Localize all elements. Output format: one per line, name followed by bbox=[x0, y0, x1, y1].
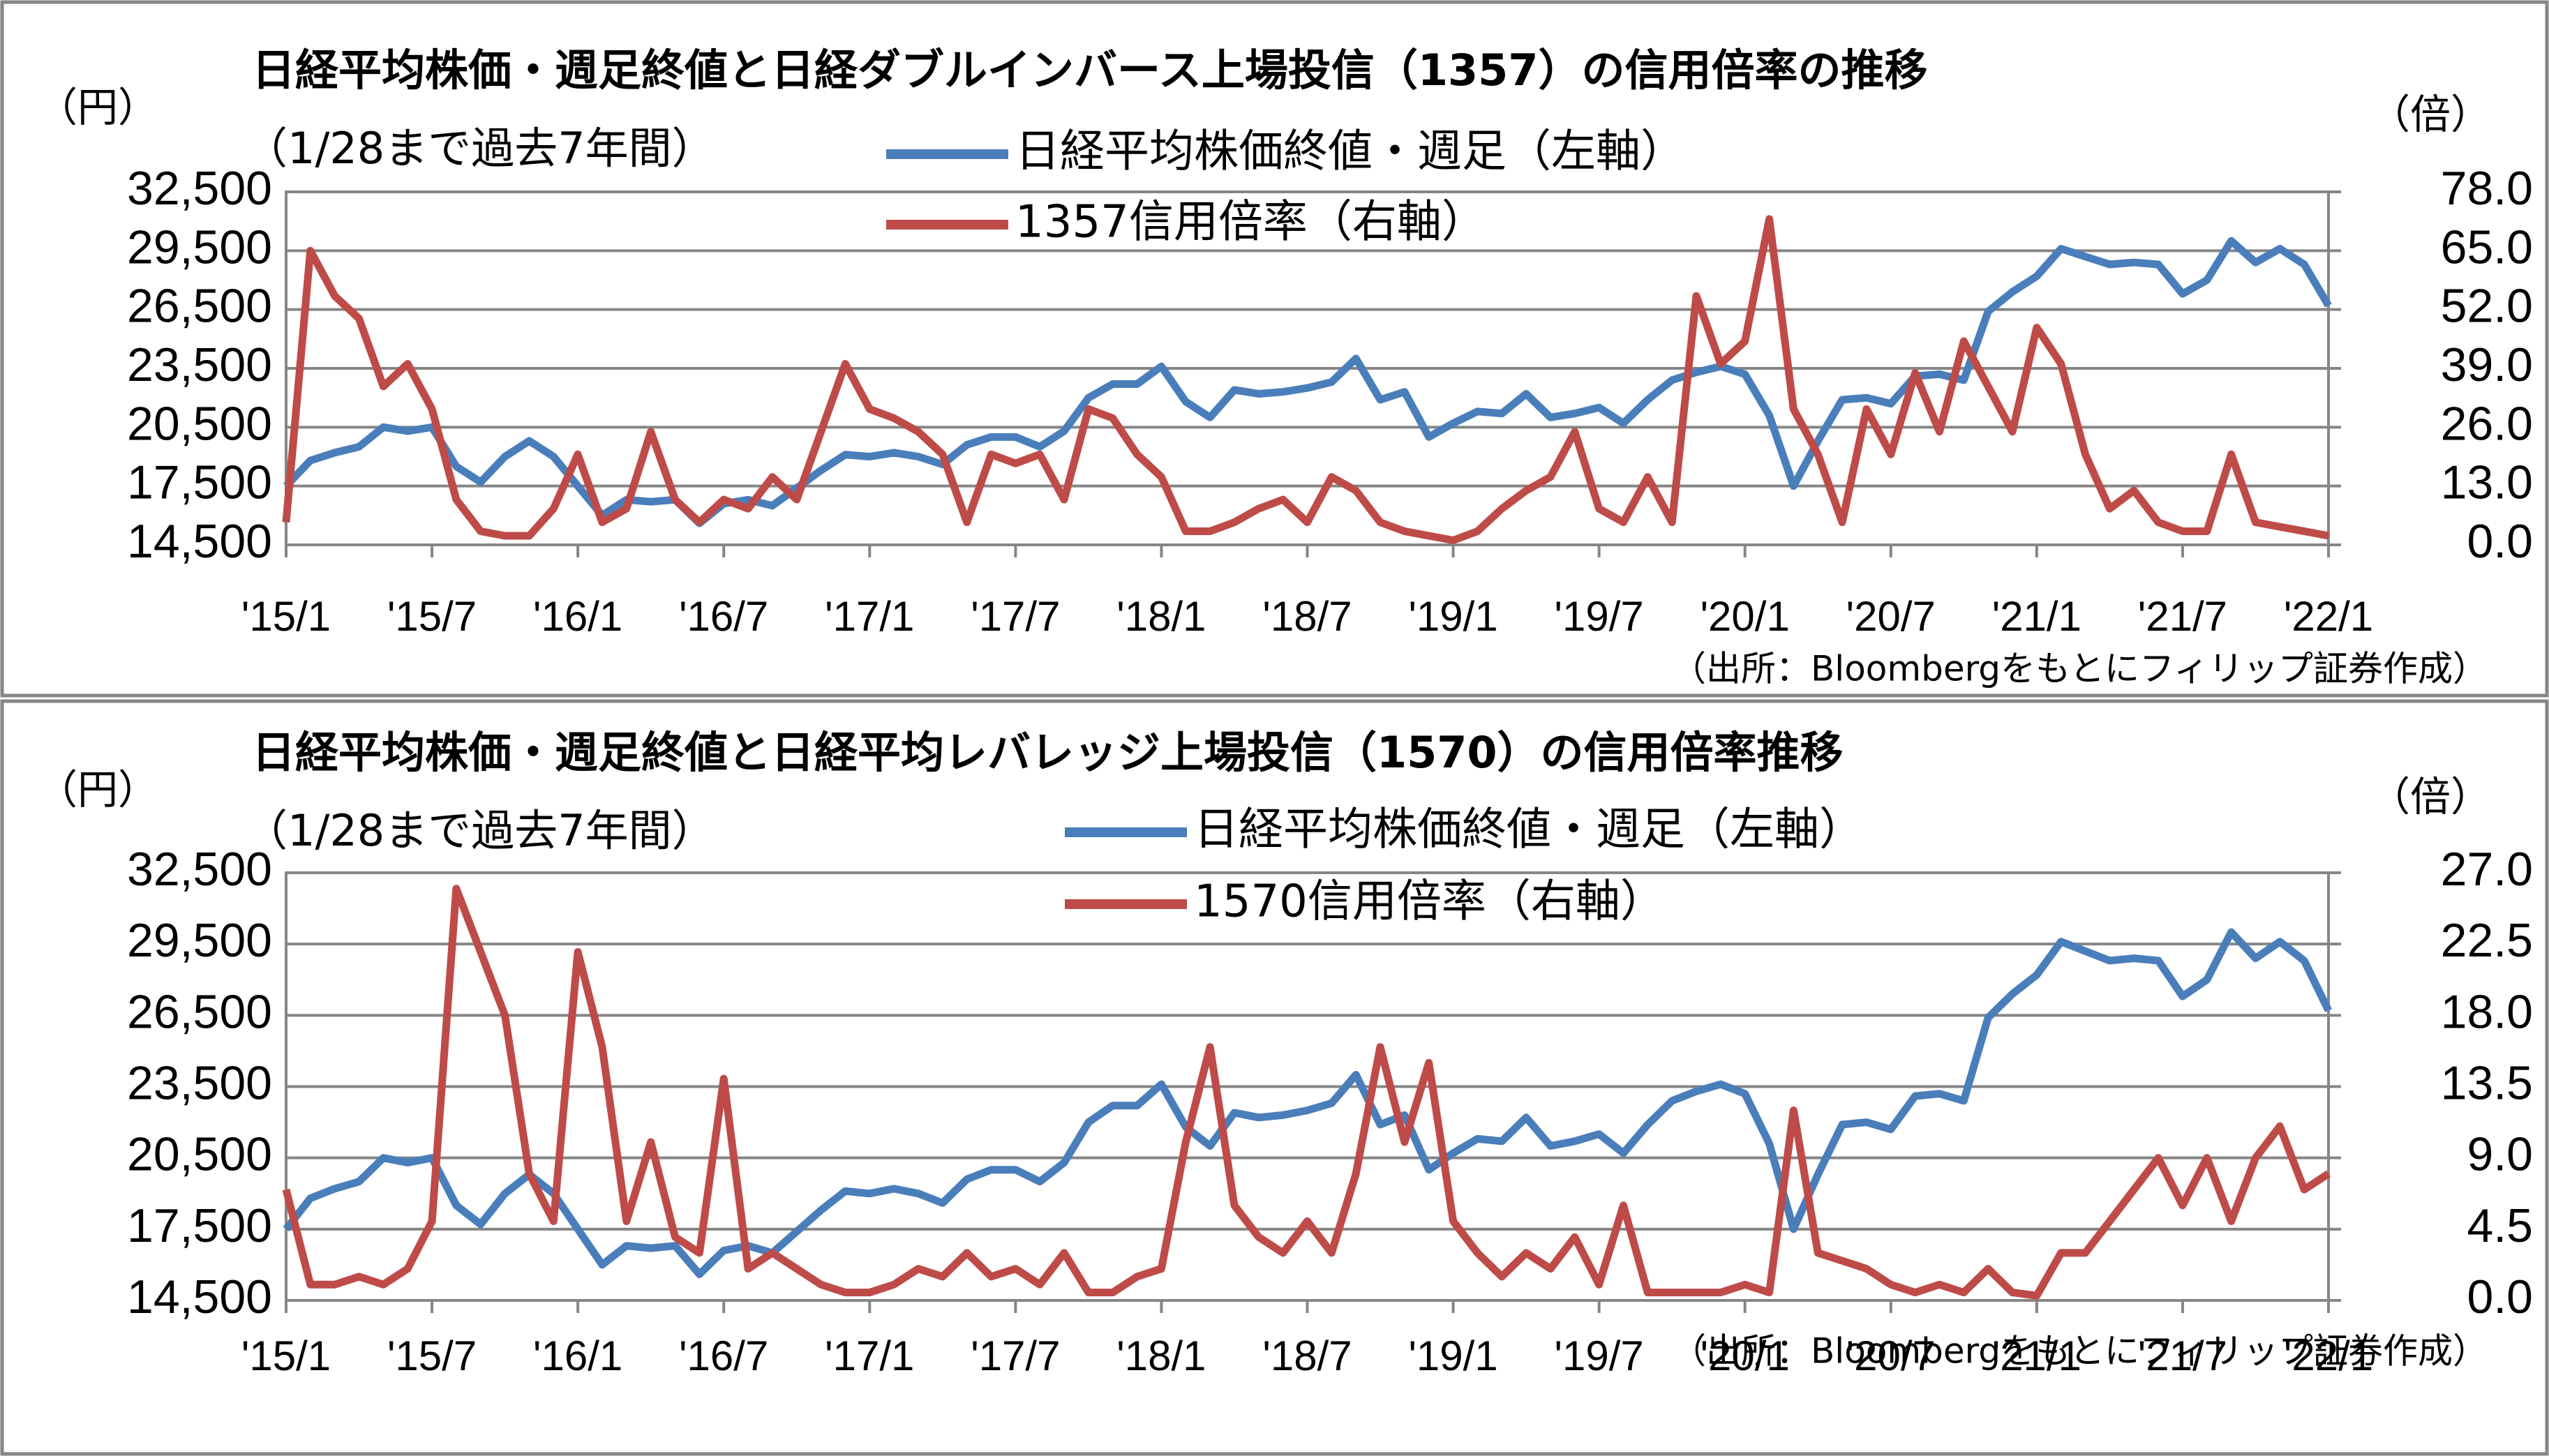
y2-tick-label: 0.0 bbox=[2467, 515, 2533, 568]
y-tick-label: 29,500 bbox=[127, 220, 272, 273]
y2-tick-label: 0.0 bbox=[2467, 1270, 2533, 1323]
y-tick-label: 23,500 bbox=[127, 338, 272, 391]
y-axis-label: （円） bbox=[37, 84, 158, 131]
x-tick-label: '17/1 bbox=[825, 593, 914, 640]
x-tick-label: '20/1 bbox=[1700, 1333, 1790, 1379]
source-note: （出所：Bloombergをもとにフィリップ証券作成） bbox=[1671, 649, 2488, 689]
x-tick-label: '21/1 bbox=[1992, 593, 2081, 640]
x-tick-label: '17/7 bbox=[971, 1333, 1060, 1379]
x-tick-label: '17/1 bbox=[825, 1333, 914, 1379]
x-tick-label: '22/1 bbox=[2284, 1333, 2373, 1379]
x-tick-label: '21/1 bbox=[1992, 1333, 2081, 1379]
y-tick-label: 26,500 bbox=[127, 280, 272, 333]
x-tick-label: '17/7 bbox=[971, 593, 1060, 640]
y-tick-label: 14,500 bbox=[127, 1270, 272, 1323]
x-tick-label: '19/7 bbox=[1555, 1333, 1644, 1379]
source-note: （出所：Bloombergをもとにフィリップ証券作成） bbox=[1671, 1331, 2488, 1372]
y-tick-label: 20,500 bbox=[127, 1128, 272, 1181]
x-tick-label: '18/7 bbox=[1262, 593, 1352, 640]
x-tick-label: '22/1 bbox=[2284, 593, 2373, 640]
y2-tick-label: 27.0 bbox=[2441, 843, 2533, 896]
panel-border bbox=[0, 0, 2549, 698]
legend-label: 1570信用倍率（右軸） bbox=[1194, 876, 1665, 928]
x-tick-label: '15/7 bbox=[387, 1333, 477, 1379]
x-tick-label: '15/1 bbox=[241, 1333, 331, 1379]
x-tick-label: '16/1 bbox=[533, 1333, 622, 1379]
x-tick-label: '16/1 bbox=[533, 593, 622, 640]
y-tick-label: 32,500 bbox=[127, 162, 272, 215]
x-tick-label: '18/1 bbox=[1116, 1333, 1206, 1379]
y2-tick-label: 4.5 bbox=[2467, 1199, 2533, 1252]
x-tick-label: '19/1 bbox=[1408, 1333, 1497, 1379]
y2-tick-label: 52.0 bbox=[2441, 280, 2533, 333]
x-tick-label: '18/1 bbox=[1116, 593, 1206, 640]
x-tick-label: '21/7 bbox=[2138, 593, 2227, 640]
y-tick-label: 20,500 bbox=[127, 397, 272, 450]
y2-tick-label: 26.0 bbox=[2441, 397, 2533, 450]
x-tick-label: '19/1 bbox=[1408, 593, 1497, 640]
y2-axis-label: （倍） bbox=[2370, 773, 2491, 820]
y2-tick-label: 22.5 bbox=[2441, 914, 2533, 967]
x-tick-label: '16/7 bbox=[679, 1333, 768, 1379]
y2-tick-label: 18.0 bbox=[2441, 985, 2533, 1038]
x-tick-label: '20/7 bbox=[1846, 1333, 1936, 1379]
x-tick-label: '15/7 bbox=[387, 593, 477, 640]
y2-tick-label: 13.0 bbox=[2441, 456, 2533, 509]
y-tick-label: 23,500 bbox=[127, 1056, 272, 1109]
y2-tick-label: 9.0 bbox=[2467, 1128, 2533, 1181]
panel-border bbox=[0, 699, 2549, 1456]
chart-subtitle: （1/28まで過去7年間） bbox=[244, 123, 715, 174]
legend-label: 日経平均株価終値・週足（左軸） bbox=[1194, 804, 1864, 856]
y2-tick-label: 65.0 bbox=[2441, 220, 2533, 273]
x-tick-label: '20/7 bbox=[1846, 593, 1936, 640]
series-line bbox=[282, 215, 2330, 544]
y-tick-label: 32,500 bbox=[127, 843, 272, 896]
chart-title: 日経平均株価・週足終値と日経平均レバレッジ上場投信（1570）の信用倍率推移 bbox=[252, 727, 1844, 778]
y-tick-label: 17,500 bbox=[127, 456, 272, 509]
x-tick-label: '15/1 bbox=[241, 593, 331, 640]
y2-tick-label: 13.5 bbox=[2441, 1056, 2533, 1109]
y2-tick-label: 78.0 bbox=[2441, 162, 2533, 215]
chart-subtitle: （1/28まで過去7年間） bbox=[244, 805, 715, 856]
series-line bbox=[282, 885, 2331, 1300]
y-tick-label: 29,500 bbox=[127, 914, 272, 967]
series-line bbox=[283, 928, 2332, 1278]
x-tick-label: '18/7 bbox=[1262, 1333, 1352, 1379]
y-tick-label: 14,500 bbox=[127, 515, 272, 568]
x-tick-label: '21/7 bbox=[2138, 1333, 2227, 1379]
y-tick-label: 26,500 bbox=[127, 985, 272, 1038]
x-tick-label: '16/7 bbox=[679, 593, 768, 640]
x-tick-label: '20/1 bbox=[1700, 593, 1790, 640]
y2-axis-label: （倍） bbox=[2370, 91, 2491, 138]
y2-tick-label: 39.0 bbox=[2441, 338, 2533, 391]
chart-title: 日経平均株価・週足終値と日経ダブルインバース上場投信（1357）の信用倍率の推移 bbox=[252, 45, 1927, 96]
x-tick-label: '19/7 bbox=[1555, 593, 1644, 640]
legend-label: 1357信用倍率（右軸） bbox=[1015, 197, 1486, 248]
y-tick-label: 17,500 bbox=[127, 1199, 272, 1252]
y-axis-label: （円） bbox=[37, 766, 158, 813]
legend-label: 日経平均株価終値・週足（左軸） bbox=[1015, 126, 1685, 178]
